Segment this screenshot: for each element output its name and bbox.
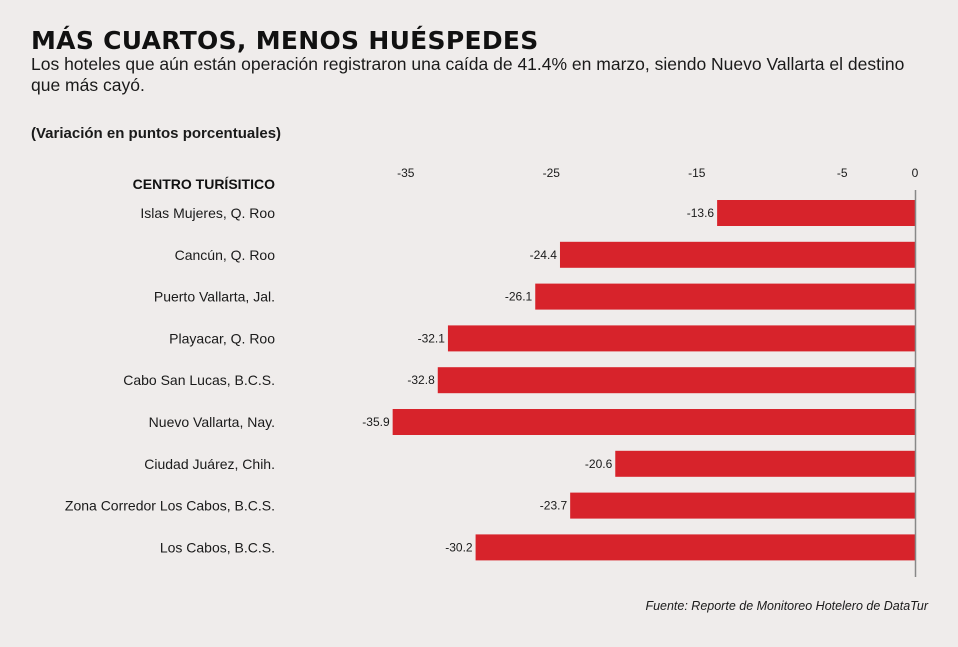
category-label: Cancún, Q. Roo xyxy=(175,247,276,263)
value-label: -23.7 xyxy=(540,499,568,513)
category-label: Zona Corredor Los Cabos, B.C.S. xyxy=(65,498,275,514)
value-labels: -13.6 -24.4 -26.1 -32.1 -32.8 -35.9 -20.6 -23.7… xyxy=(362,206,714,554)
category-header: CENTRO TURÍSITICO xyxy=(133,176,275,192)
tick-label: -25 xyxy=(543,166,561,180)
chart-title: MÁS CUARTOS, MENOS HUÉSPEDES xyxy=(31,26,539,55)
tick-label: 0 xyxy=(912,166,919,180)
category-labels: Islas Mujeres, Q. Roo Cancún, Q. Roo Puert… xyxy=(65,205,275,555)
category-label: Islas Mujeres, Q. Roo xyxy=(140,205,275,221)
category-label: Puerto Vallarta, Jal. xyxy=(154,289,275,305)
category-label: Playacar, Q. Roo xyxy=(169,330,275,346)
bars-group xyxy=(392,200,915,561)
value-label: -13.6 xyxy=(687,206,715,220)
bar xyxy=(437,367,915,394)
category-label: Ciudad Juárez, Chih. xyxy=(144,456,275,472)
x-axis-ticks: -35 -25 -15 -5 0 xyxy=(397,166,919,180)
bar xyxy=(615,450,915,477)
value-label: -30.2 xyxy=(445,540,473,554)
bar xyxy=(570,492,915,519)
value-label: -26.1 xyxy=(505,290,533,304)
unit-note: (Variación en puntos porcentuales) xyxy=(31,125,282,142)
source-note: Fuente: Reporte de Monitoreo Hotelero de… xyxy=(645,599,928,613)
bar xyxy=(535,283,915,310)
category-label: Los Cabos, B.C.S. xyxy=(160,539,275,555)
value-label: -32.1 xyxy=(418,331,446,345)
category-label: Cabo San Lucas, B.C.S. xyxy=(123,372,275,388)
value-label: -20.6 xyxy=(585,457,613,471)
tick-label: -5 xyxy=(837,166,848,180)
tick-label: -35 xyxy=(397,166,415,180)
bar xyxy=(392,409,915,435)
chart-subtitle: Los hoteles que aún están operación regi… xyxy=(31,54,905,95)
tick-label: -15 xyxy=(688,166,706,180)
value-label: -32.8 xyxy=(407,373,435,387)
bar xyxy=(717,200,915,226)
bar xyxy=(559,241,915,268)
category-label: Nuevo Vallarta, Nay. xyxy=(149,414,275,430)
value-label: -24.4 xyxy=(530,248,558,262)
bar xyxy=(447,325,915,352)
value-label: -35.9 xyxy=(362,415,390,429)
bar xyxy=(475,534,915,561)
